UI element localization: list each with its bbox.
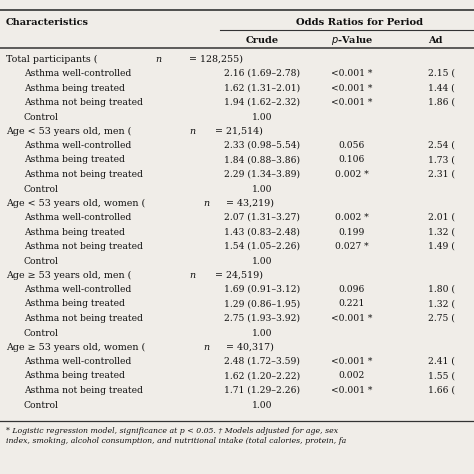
Text: 1.32 (: 1.32 ( bbox=[428, 300, 455, 309]
Text: 2.33 (0.98–5.54): 2.33 (0.98–5.54) bbox=[224, 141, 300, 150]
Text: 2.31 (: 2.31 ( bbox=[428, 170, 455, 179]
Text: Characteristics: Characteristics bbox=[6, 18, 89, 27]
Text: * Logistic regression model, significance at p < 0.05. † Models adjusted for age: * Logistic regression model, significanc… bbox=[6, 427, 338, 435]
Text: 2.54 (: 2.54 ( bbox=[428, 141, 455, 150]
Text: 1.00: 1.00 bbox=[252, 112, 272, 121]
Text: = 24,519): = 24,519) bbox=[212, 271, 263, 280]
Text: 1.55 (: 1.55 ( bbox=[428, 372, 455, 381]
Text: 1.86 (: 1.86 ( bbox=[428, 98, 455, 107]
Text: Asthma being treated: Asthma being treated bbox=[24, 372, 125, 381]
Text: Odds Ratios for Period: Odds Ratios for Period bbox=[296, 18, 424, 27]
Text: Asthma not being treated: Asthma not being treated bbox=[24, 386, 143, 395]
Text: 2.15 (: 2.15 ( bbox=[428, 69, 455, 78]
Text: 1.62 (1.20–2.22): 1.62 (1.20–2.22) bbox=[224, 372, 300, 381]
Text: 0.106: 0.106 bbox=[339, 155, 365, 164]
Text: Control: Control bbox=[24, 256, 59, 265]
Text: 2.48 (1.72–3.59): 2.48 (1.72–3.59) bbox=[224, 357, 300, 366]
Text: Control: Control bbox=[24, 184, 59, 193]
Text: Age < 53 years old, men (: Age < 53 years old, men ( bbox=[6, 127, 131, 136]
Text: 2.29 (1.34–3.89): 2.29 (1.34–3.89) bbox=[224, 170, 300, 179]
Text: <0.001 *: <0.001 * bbox=[331, 314, 373, 323]
Text: $p$-Value: $p$-Value bbox=[331, 34, 374, 46]
Text: 1.73 (: 1.73 ( bbox=[428, 155, 455, 164]
Text: Asthma well-controlled: Asthma well-controlled bbox=[24, 69, 131, 78]
Text: = 40,317): = 40,317) bbox=[223, 343, 273, 352]
Text: 1.32 (: 1.32 ( bbox=[428, 228, 455, 237]
Text: Asthma being treated: Asthma being treated bbox=[24, 228, 125, 237]
Text: 0.002: 0.002 bbox=[339, 372, 365, 381]
Text: 1.66 (: 1.66 ( bbox=[428, 386, 455, 395]
Text: 2.07 (1.31–3.27): 2.07 (1.31–3.27) bbox=[224, 213, 300, 222]
Text: Asthma well-controlled: Asthma well-controlled bbox=[24, 141, 131, 150]
Text: Asthma not being treated: Asthma not being treated bbox=[24, 314, 143, 323]
Text: Asthma well-controlled: Asthma well-controlled bbox=[24, 357, 131, 366]
Text: = 21,514): = 21,514) bbox=[212, 127, 263, 136]
Text: Asthma well-controlled: Asthma well-controlled bbox=[24, 213, 131, 222]
Text: 2.01 (: 2.01 ( bbox=[428, 213, 455, 222]
Text: <0.001 *: <0.001 * bbox=[331, 98, 373, 107]
Text: 1.54 (1.05–2.26): 1.54 (1.05–2.26) bbox=[224, 242, 300, 251]
Text: 1.69 (0.91–3.12): 1.69 (0.91–3.12) bbox=[224, 285, 300, 294]
Text: = 43,219): = 43,219) bbox=[223, 199, 274, 208]
Text: Asthma not being treated: Asthma not being treated bbox=[24, 170, 143, 179]
Text: <0.001 *: <0.001 * bbox=[331, 83, 373, 92]
Text: 0.027 *: 0.027 * bbox=[335, 242, 369, 251]
Text: Age ≥ 53 years old, women (: Age ≥ 53 years old, women ( bbox=[6, 342, 145, 352]
Text: 1.49 (: 1.49 ( bbox=[428, 242, 455, 251]
Text: 0.002 *: 0.002 * bbox=[335, 170, 369, 179]
Text: 1.80 (: 1.80 ( bbox=[428, 285, 455, 294]
Text: Age < 53 years old, women (: Age < 53 years old, women ( bbox=[6, 199, 145, 208]
Text: 0.002 *: 0.002 * bbox=[335, 213, 369, 222]
Text: n: n bbox=[203, 199, 210, 208]
Text: Control: Control bbox=[24, 328, 59, 337]
Text: 1.43 (0.83–2.48): 1.43 (0.83–2.48) bbox=[224, 228, 300, 237]
Text: Control: Control bbox=[24, 112, 59, 121]
Text: n: n bbox=[203, 343, 210, 352]
Text: 1.00: 1.00 bbox=[252, 328, 272, 337]
Text: <0.001 *: <0.001 * bbox=[331, 357, 373, 366]
Text: Asthma well-controlled: Asthma well-controlled bbox=[24, 285, 131, 294]
Text: n: n bbox=[189, 127, 195, 136]
Text: 2.75 (1.93–3.92): 2.75 (1.93–3.92) bbox=[224, 314, 300, 323]
Text: 1.00: 1.00 bbox=[252, 401, 272, 410]
Text: Asthma not being treated: Asthma not being treated bbox=[24, 98, 143, 107]
Text: Crude: Crude bbox=[246, 36, 279, 45]
Text: <0.001 *: <0.001 * bbox=[331, 69, 373, 78]
Text: 2.75 (: 2.75 ( bbox=[428, 314, 455, 323]
Text: 2.41 (: 2.41 ( bbox=[428, 357, 455, 366]
Text: n: n bbox=[155, 55, 162, 64]
Text: 1.94 (1.62–2.32): 1.94 (1.62–2.32) bbox=[224, 98, 300, 107]
Text: Asthma not being treated: Asthma not being treated bbox=[24, 242, 143, 251]
Text: 1.62 (1.31–2.01): 1.62 (1.31–2.01) bbox=[224, 83, 300, 92]
Text: 1.00: 1.00 bbox=[252, 184, 272, 193]
Text: n: n bbox=[189, 271, 195, 280]
Text: 0.221: 0.221 bbox=[339, 300, 365, 309]
Text: <0.001 *: <0.001 * bbox=[331, 386, 373, 395]
Text: 0.096: 0.096 bbox=[339, 285, 365, 294]
Text: Control: Control bbox=[24, 401, 59, 410]
Text: Asthma being treated: Asthma being treated bbox=[24, 155, 125, 164]
Text: 1.29 (0.86–1.95): 1.29 (0.86–1.95) bbox=[224, 300, 300, 309]
Text: 1.84 (0.88–3.86): 1.84 (0.88–3.86) bbox=[224, 155, 300, 164]
Text: Asthma being treated: Asthma being treated bbox=[24, 300, 125, 309]
Text: = 128,255): = 128,255) bbox=[186, 55, 243, 64]
Text: Ad: Ad bbox=[428, 36, 443, 45]
Text: 2.16 (1.69–2.78): 2.16 (1.69–2.78) bbox=[224, 69, 300, 78]
Text: 1.44 (: 1.44 ( bbox=[428, 83, 455, 92]
Text: Asthma being treated: Asthma being treated bbox=[24, 83, 125, 92]
Text: Age ≥ 53 years old, men (: Age ≥ 53 years old, men ( bbox=[6, 271, 131, 280]
Text: 0.199: 0.199 bbox=[339, 228, 365, 237]
Text: 1.71 (1.29–2.26): 1.71 (1.29–2.26) bbox=[224, 386, 300, 395]
Text: 1.00: 1.00 bbox=[252, 256, 272, 265]
Text: index, smoking, alcohol consumption, and nutritional intake (total calories, pro: index, smoking, alcohol consumption, and… bbox=[6, 437, 346, 445]
Text: Total participants (: Total participants ( bbox=[6, 55, 98, 64]
Text: 0.056: 0.056 bbox=[339, 141, 365, 150]
